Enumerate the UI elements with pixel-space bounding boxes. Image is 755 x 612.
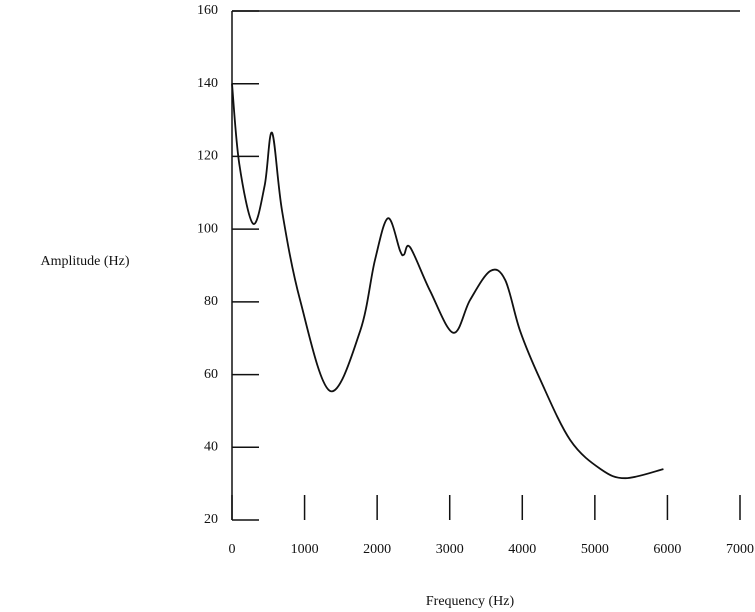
y-tick-label: 120 [197, 149, 218, 164]
x-tick-label: 7000 [726, 542, 754, 557]
y-tick-label: 60 [204, 367, 218, 382]
x-axis-label: Frequency (Hz) [426, 594, 515, 609]
y-axis-label: Amplitude (Hz) [40, 254, 129, 269]
y-tick-label: 40 [204, 440, 218, 455]
x-tick-label: 4000 [508, 542, 536, 557]
y-tick-label: 140 [197, 76, 218, 91]
x-tick-label: 2000 [363, 542, 391, 557]
x-tick-label: 3000 [436, 542, 464, 557]
x-tick-label: 1000 [291, 542, 319, 557]
x-tick-label: 0 [229, 542, 236, 557]
y-tick-label: 160 [197, 3, 218, 18]
y-tick-label: 80 [204, 294, 218, 309]
y-tick-label: 100 [197, 221, 218, 236]
x-tick-label: 5000 [581, 542, 609, 557]
x-tick-label: 6000 [653, 542, 681, 557]
y-tick-label: 20 [204, 512, 218, 527]
line-series [231, 83, 664, 480]
